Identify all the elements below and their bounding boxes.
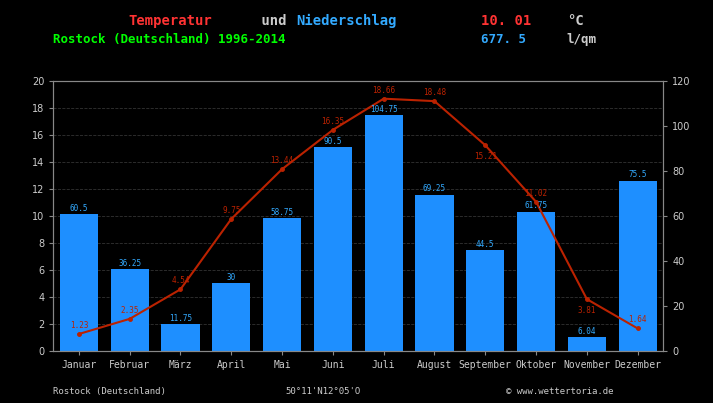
Text: 677. 5: 677. 5 [481,33,526,46]
Text: Temperatur: Temperatur [128,14,212,28]
Text: und: und [253,14,295,28]
Text: 69.25: 69.25 [423,185,446,193]
Text: °C: °C [567,14,583,28]
Bar [212,283,250,351]
Text: 9.75: 9.75 [222,206,240,215]
Text: © www.wettertoria.de: © www.wettertoria.de [506,387,614,396]
Text: 11.02: 11.02 [525,189,548,198]
Text: 30: 30 [227,273,236,282]
Bar [111,269,149,351]
Bar [60,214,98,351]
Bar [568,337,606,351]
Text: Rostock (Deutschland) 1996-2014: Rostock (Deutschland) 1996-2014 [53,33,286,46]
Text: 104.75: 104.75 [370,104,398,114]
Text: 6.04: 6.04 [578,327,596,336]
Text: 44.5: 44.5 [476,240,495,249]
Text: 90.5: 90.5 [324,137,342,145]
Text: 10. 01: 10. 01 [481,14,531,28]
Bar [314,147,352,351]
Text: 36.25: 36.25 [118,259,141,268]
Text: 58.75: 58.75 [270,208,294,217]
Text: 75.5: 75.5 [628,170,647,179]
Bar [619,181,657,351]
Text: 15.21: 15.21 [473,152,497,161]
Text: 16.35: 16.35 [322,117,344,126]
Text: l/qm: l/qm [567,33,597,46]
Bar [364,115,403,351]
Text: 50°11'N12°05'O: 50°11'N12°05'O [285,387,361,396]
Bar [161,324,200,351]
Text: 1.23: 1.23 [70,321,88,330]
Text: 13.44: 13.44 [270,156,294,165]
Text: 11.75: 11.75 [169,314,192,323]
Text: 18.66: 18.66 [372,86,395,95]
Text: Niederschlag: Niederschlag [296,14,396,28]
Text: 1.64: 1.64 [628,316,647,324]
Text: 2.35: 2.35 [120,306,139,315]
Bar [416,195,453,351]
Bar [466,251,504,351]
Bar [517,212,555,351]
Bar [263,218,301,351]
Text: 60.5: 60.5 [70,204,88,213]
Text: 18.48: 18.48 [423,88,446,97]
Text: 3.81: 3.81 [578,306,596,315]
Text: 61.75: 61.75 [525,202,548,210]
Text: Rostock (Deutschland): Rostock (Deutschland) [53,387,166,396]
Text: 4.54: 4.54 [171,276,190,285]
